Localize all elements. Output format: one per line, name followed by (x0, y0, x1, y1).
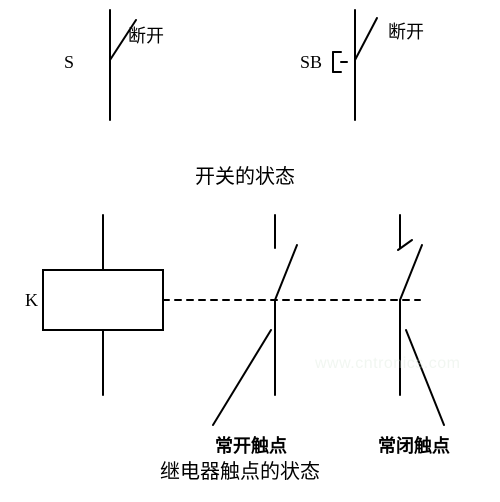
label-sb: SB (300, 52, 322, 73)
label-nc-contact: 常闭触点 (378, 432, 450, 458)
caption-top: 开关的状态 (195, 160, 295, 189)
label-k: K (25, 290, 38, 311)
label-open-right: 断开 (388, 18, 424, 44)
caption-bottom: 继电器触点的状态 (160, 455, 320, 484)
diagram-canvas (0, 0, 500, 502)
watermark: www.cntronics.com (315, 355, 460, 373)
label-open-left: 断开 (128, 22, 164, 48)
label-s: S (64, 52, 74, 73)
